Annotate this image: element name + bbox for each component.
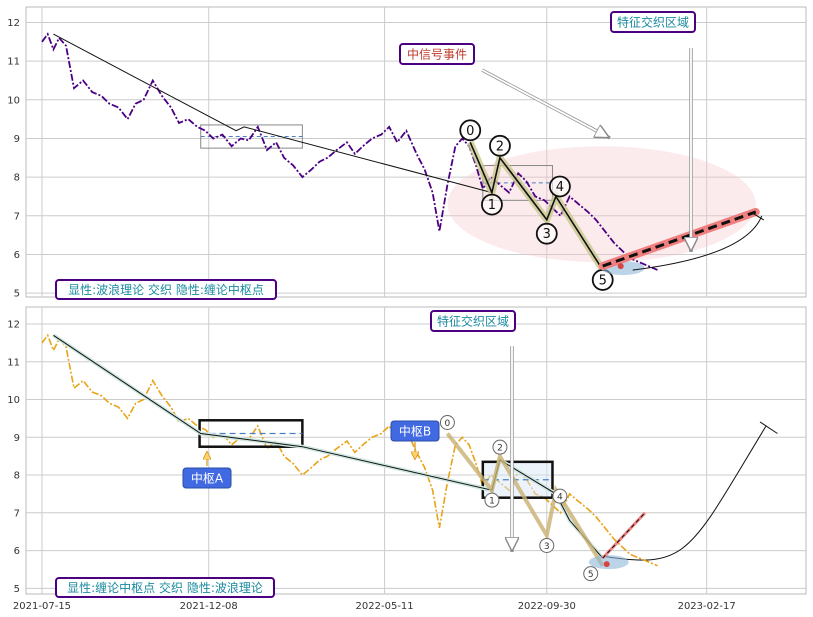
wave-label-circle <box>492 439 508 455</box>
feature-zone <box>447 146 756 263</box>
y-tick-label: 9 <box>14 134 20 145</box>
legend-label: 显性:缠论中枢点 交织 隐性:波浪理论 <box>67 580 263 595</box>
y-tick-label: 12 <box>7 319 20 330</box>
x-tick-label: 2022-05-11 <box>356 601 414 612</box>
wave-label-circle <box>539 537 555 553</box>
trend-line <box>53 33 493 194</box>
y-tick-label: 6 <box>14 546 20 557</box>
wave-label-circle <box>548 175 571 198</box>
price-line <box>41 32 658 271</box>
annotation-label: 特征交织区域 <box>617 15 689 30</box>
wave-label: 3 <box>543 227 551 242</box>
y-tick-label: 10 <box>7 95 20 106</box>
wave-band <box>445 432 605 567</box>
y-tick-label: 7 <box>14 211 20 222</box>
wave-label-circle <box>439 415 455 431</box>
y-tick-label: 8 <box>14 471 20 482</box>
forecast-arc <box>632 215 763 271</box>
wave-path <box>469 141 604 271</box>
y-tick-label: 12 <box>7 18 20 29</box>
trend-line <box>53 334 604 559</box>
wave-label: 2 <box>497 444 503 454</box>
wave-label: 1 <box>489 497 495 507</box>
zhongshu-b-label: 中枢B <box>399 424 431 439</box>
x-axis: 2021-07-15 2021-12-08 2022-05-11 2022-09-30… <box>13 601 736 612</box>
signal-arrow <box>481 69 608 137</box>
wave-label: 0 <box>445 419 451 429</box>
y-tick-label: 10 <box>7 395 20 406</box>
zhongshu-b-label-box <box>390 420 440 442</box>
y-tick-label: 11 <box>7 357 20 368</box>
y-tick-label: 11 <box>7 57 20 68</box>
zhongshu-a-label: 中枢A <box>191 471 224 486</box>
wave-label: 0 <box>466 124 474 139</box>
forecast-dot <box>603 561 610 568</box>
wave-label-circle <box>552 488 568 504</box>
plot-frame <box>25 306 807 595</box>
y-tick-label: 5 <box>14 289 20 300</box>
wave-label: 4 <box>557 493 563 503</box>
forecast-band <box>598 207 760 271</box>
wave-label: 5 <box>599 273 607 288</box>
wave-label-circle <box>481 193 503 216</box>
wave-label: 2 <box>496 139 504 154</box>
wave-label: 1 <box>488 198 496 213</box>
y-tick-label: 8 <box>14 173 20 184</box>
wave-label-circle <box>535 222 558 245</box>
x-tick-label: 2022-09-30 <box>518 601 576 612</box>
annotation-box <box>399 43 475 65</box>
x-tick-label: 2023-02-17 <box>678 601 736 612</box>
y-tick-label: 9 <box>14 433 20 444</box>
x-tick-label: 2021-07-15 <box>13 601 71 612</box>
projection-arc <box>602 425 767 561</box>
wave-label: 4 <box>556 180 564 195</box>
annotation-label: 特征交织区域 <box>437 314 509 329</box>
zhongshu-a-label-box <box>182 467 232 489</box>
projection-tick <box>759 421 778 434</box>
plot-frame <box>25 6 807 298</box>
annotation-label: 中信号事件 <box>407 47 467 62</box>
wave-label-circle <box>459 119 482 142</box>
y-tick-label: 6 <box>14 250 20 261</box>
price-line <box>41 333 658 567</box>
wave-label-circle <box>583 566 599 582</box>
y-tick-label: 7 <box>14 508 20 519</box>
legend-box <box>55 279 277 300</box>
forecast-tick <box>753 213 765 221</box>
wave-label-circle <box>489 134 511 157</box>
legend-label: 显性:波浪理论 交织 隐性:缠论中枢点 <box>68 282 264 297</box>
trend-band <box>52 333 605 560</box>
annotation-box <box>430 310 516 332</box>
forecast-dot <box>617 263 624 270</box>
wave-label: 3 <box>544 542 550 552</box>
legend-box <box>55 577 275 598</box>
wave-label-circle <box>484 492 500 508</box>
annotation-box <box>610 11 696 33</box>
y-tick-label: 5 <box>14 584 20 595</box>
wave-label: 5 <box>588 570 594 580</box>
forecast-line <box>602 512 646 559</box>
x-tick-label: 2021-12-08 <box>180 601 238 612</box>
